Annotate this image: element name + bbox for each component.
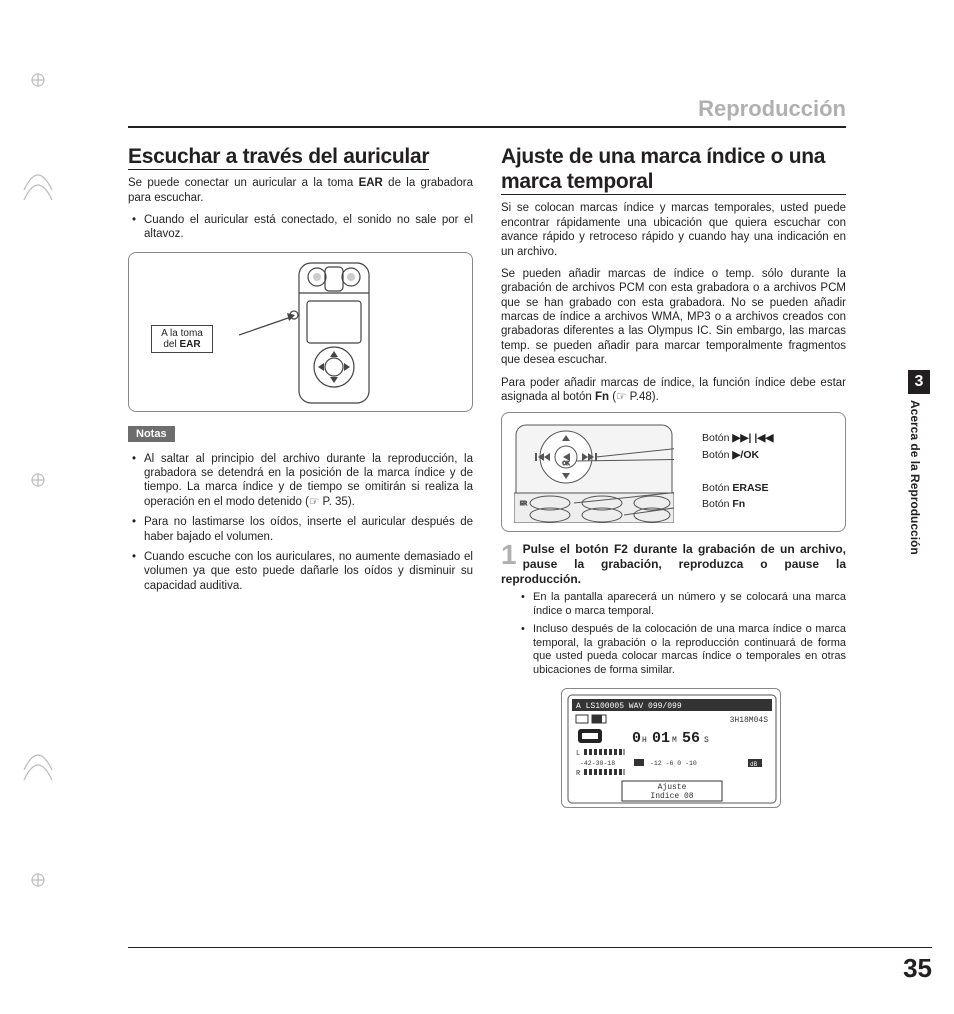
svg-text:OK: OK (562, 461, 570, 467)
step-bullet: En la pantalla aparecerá un número y se … (519, 591, 846, 619)
button-labels: Botón ▶▶| |◀◀ Botón ▶/OK Botón ERASE Bot… (702, 431, 773, 514)
svg-text:Indice 08: Indice 08 (650, 792, 693, 801)
note-item: Al saltar al principio del archivo duran… (128, 452, 473, 510)
right-p1: Si se colocan marcas índice y marcas tem… (501, 201, 846, 259)
right-p2: Se pueden añadir marcas de índice o temp… (501, 267, 846, 368)
svg-text:H: H (642, 736, 647, 745)
header-rule (128, 126, 846, 128)
svg-text:ER: ER (520, 501, 527, 507)
note-item: Para no lastimarse los oídos, inserte el… (128, 515, 473, 544)
svg-text:dB: dB (750, 761, 758, 768)
running-header: Reproducción (128, 96, 846, 122)
notes-label: Notas (128, 426, 175, 442)
earphone-diagram: A la toma del EAR (128, 252, 473, 412)
footer-rule (128, 947, 932, 948)
ear-callout: A la toma del EAR (151, 325, 213, 353)
left-column: Escuchar a través del auricular Se puede… (128, 144, 473, 808)
right-p3: Para poder añadir marcas de índice, la f… (501, 376, 846, 405)
manual-page: Reproducción Escuchar a través del auric… (0, 0, 954, 1014)
svg-text:Ajuste: Ajuste (658, 783, 687, 792)
svg-text:L: L (576, 750, 580, 758)
lcd-header: A LS100005 WAV 099/099 (576, 702, 682, 711)
left-intro: Se puede conectar un auricular a la toma… (128, 176, 473, 205)
step-title: Pulse el botón F2 durante la grabación d… (501, 542, 846, 587)
svg-text:0: 0 (632, 730, 641, 747)
bullet-speaker-off: Cuando el auricular está conectado, el s… (128, 213, 473, 242)
svg-text:3H18M04S: 3H18M04S (730, 716, 769, 725)
note-item: Cuando escuche con los auriculares, no a… (128, 550, 473, 593)
step-1: 1 Pulse el botón F2 durante la grabación… (501, 542, 846, 678)
recorder-illustration (239, 257, 439, 409)
right-column: Ajuste de una marca índice o una marca t… (501, 144, 846, 808)
step-bullet: Incluso después de la colocación de una … (519, 623, 846, 678)
btn-label-erase: Botón ERASE (702, 481, 773, 496)
chapter-number: 3 (908, 370, 930, 394)
left-top-bullet: Cuando el auricular está conectado, el s… (128, 213, 473, 242)
svg-text:-42-30-18: -42-30-18 (580, 760, 615, 767)
notes-list: Al saltar al principio del archivo duran… (128, 452, 473, 593)
left-heading: Escuchar a través del auricular (128, 144, 473, 170)
btn-label-skip: Botón ▶▶| |◀◀ (702, 431, 773, 446)
btn-label-play-ok: Botón ▶/OK (702, 448, 773, 463)
control-pad-illustration: OK ER (514, 423, 674, 523)
two-columns: Escuchar a través del auricular Se puede… (128, 144, 846, 808)
svg-text:56: 56 (682, 730, 700, 747)
lcd-screenshot: A LS100005 WAV 099/099 3H18M04S 0 H 01 M… (561, 688, 781, 808)
step-bullets: En la pantalla aparecerá un número y se … (501, 591, 846, 678)
chapter-title: Acerca de la Reproducción (908, 400, 922, 555)
page-number: 35 (903, 953, 932, 984)
right-heading: Ajuste de una marca índice o una marca t… (501, 144, 846, 195)
chapter-tab: 3 Acerca de la Reproducción (908, 370, 932, 630)
btn-label-fn: Botón Fn (702, 497, 773, 512)
step-number: 1 (501, 542, 517, 567)
svg-text:01: 01 (652, 730, 670, 747)
binding-marks (18, 70, 58, 890)
svg-text:M: M (672, 736, 677, 745)
content-area: Reproducción Escuchar a través del auric… (128, 96, 846, 976)
button-diagram: OK ER (501, 412, 846, 532)
svg-text:S: S (704, 736, 709, 745)
svg-text:-12 -6 0 -10: -12 -6 0 -10 (650, 760, 697, 767)
